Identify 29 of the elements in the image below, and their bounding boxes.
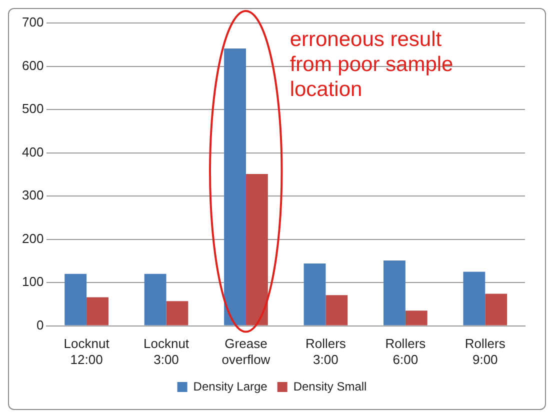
bar	[384, 260, 406, 326]
bar	[224, 48, 246, 326]
bar	[64, 274, 87, 326]
bar	[144, 274, 166, 326]
legend-label: Density Small	[293, 379, 367, 394]
x-tick-label: Locknut 12:00	[64, 336, 110, 367]
y-tick-label: 600	[22, 58, 44, 73]
bar	[304, 264, 326, 326]
y-tick-label: 100	[22, 274, 44, 290]
legend-label: Density Large	[193, 379, 268, 394]
y-tick-label: 500	[22, 101, 44, 116]
bar	[405, 310, 428, 326]
bar	[86, 297, 108, 326]
annotation: erroneous result from poor sample location	[290, 27, 454, 102]
y-tick-label: 400	[22, 144, 44, 160]
bar	[463, 272, 486, 326]
x-tick-label: Rollers 9:00	[464, 336, 506, 367]
x-tick-label: Locknut 3:00	[143, 336, 190, 367]
x-tick-label: Grease overflow	[222, 336, 271, 367]
bar	[485, 294, 508, 326]
bar	[246, 174, 268, 326]
x-tick-label: Rollers 6:00	[385, 336, 426, 367]
x-tick-label: Rollers 3:00	[305, 336, 346, 367]
y-tick-label: 300	[22, 188, 44, 203]
bar	[166, 301, 188, 326]
bar	[326, 295, 348, 326]
y-tick-label: 200	[22, 230, 44, 246]
y-tick-label: 700	[22, 14, 44, 30]
y-tick-label: 0	[36, 317, 44, 332]
